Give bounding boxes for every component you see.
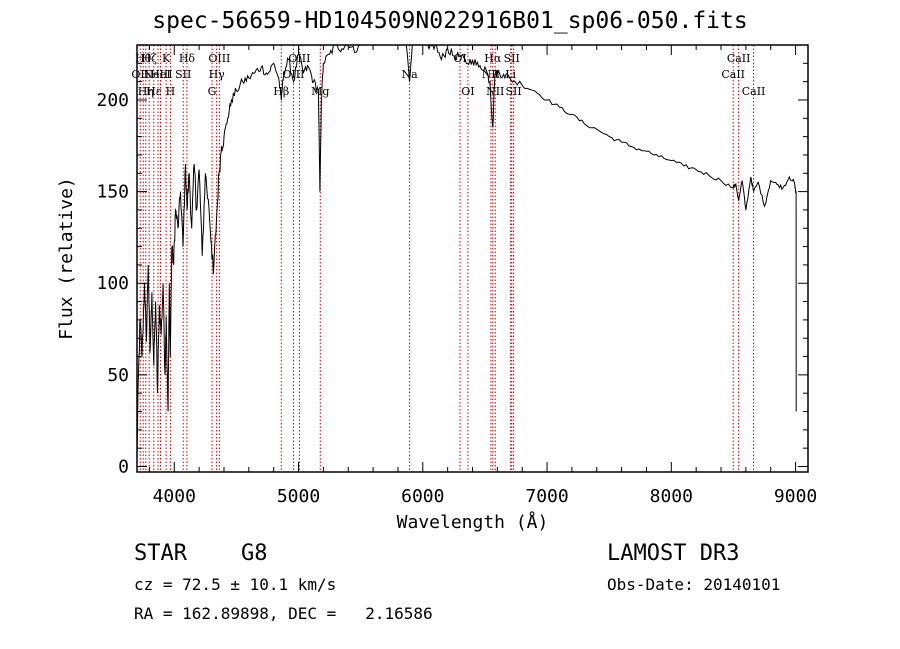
spectrum-line [136,44,797,463]
line-marker-label: Na [402,68,419,81]
line-marker-label: Hδ [179,52,196,65]
line-marker-label: OIII [208,52,230,65]
line-marker-label: SII [506,85,522,98]
line-marker-label: OIII [288,52,310,65]
x-tick-label: 5000 [277,486,320,507]
line-marker-label: Hγ [209,68,226,81]
line-marker-label: Hα [484,52,502,65]
x-tick-label: 8000 [650,486,693,507]
plot-frame [136,44,809,473]
line-marker-label: OI [453,52,466,65]
y-tick-label: 150 [96,182,129,203]
line-marker-label: NeIII [143,68,172,81]
line-marker-label: NII [486,85,504,98]
line-marker-label: Hε [146,85,162,98]
line-marker-label: K [162,52,171,65]
line-marker-label: Hθ [135,52,152,65]
line-markers [139,45,755,472]
y-axis-label: Flux (relative) [56,177,77,340]
line-marker-label: CaII [727,52,751,65]
class-label: STAR [134,541,187,566]
obs-date-text: Obs-Date: 20140101 [607,575,781,594]
line-marker-label: NII [482,68,500,81]
line-marker-label: CaII [721,68,745,81]
y-tick-label: 50 [107,365,129,386]
line-marker-label: H [166,85,176,98]
cz-text: cz = 72.5 ± 10.1 km/s [134,575,337,594]
line-marker-label: Mg [311,85,329,98]
x-tick-label: 9000 [774,486,817,507]
survey-label: LAMOST DR3 [607,541,740,566]
line-marker-label: CaII [742,85,766,98]
x-tick-label: 7000 [525,486,568,507]
line-marker-label: Li [505,68,516,81]
spectrum-series [136,44,797,463]
line-marker-label: OIII [282,68,304,81]
line-marker-label: G [208,85,217,98]
line-marker-label: OII [131,68,149,81]
y-tick-label: 200 [96,90,129,111]
x-tick-label: 4000 [153,486,196,507]
axis-ticks: 4000 5000 6000 7000 8000 9000 0 50 100 150 200 [96,45,817,507]
y-tick-label: 100 [96,273,129,294]
chart-title: spec-56659-HD104509N022916B01_sp06-050.f… [152,8,748,34]
line-marker-label: SII [504,52,520,65]
radec-text: RA = 162.89898, DEC = 2.16586 [134,604,433,623]
line-marker-label: Hη [138,85,154,98]
line-marker-label: Hζ [141,52,157,65]
x-tick-label: 6000 [401,486,444,507]
line-marker-label: Hβ [273,85,289,98]
y-tick-label: 0 [118,457,129,478]
x-axis-label: Wavelength (Å) [397,511,549,533]
line-marker-label: HeI [150,68,170,81]
line-marker-label: SII [175,68,191,81]
line-marker-label: OI [461,85,474,98]
subclass-label: G8 [241,541,268,566]
